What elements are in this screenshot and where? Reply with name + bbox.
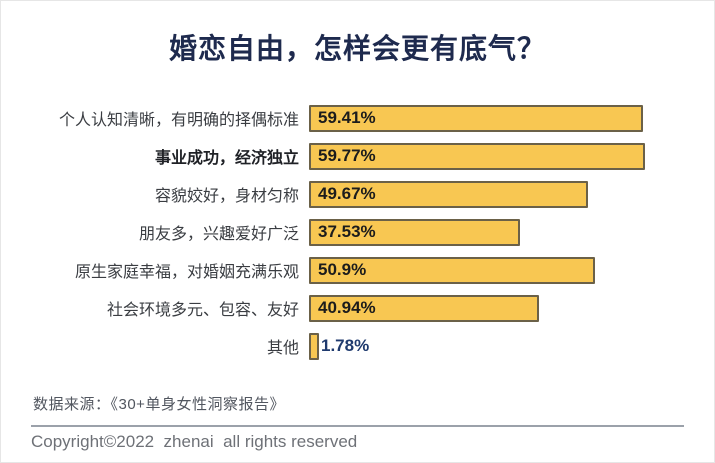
bar: 40.94% [309, 294, 539, 322]
page-title: 婚恋自由，怎样会更有底气？ [168, 33, 546, 64]
category-label: 原生家庭幸福，对婚姻充满乐观 [74, 264, 299, 281]
copyright-text: Copyright©2022 zhenai all rights reserve… [31, 432, 358, 451]
chart-row: 社会环境多元、包容、友好 40.94% [21, 289, 704, 327]
category-label: 容貌姣好，身材匀称 [154, 188, 299, 205]
category-label: 朋友多，兴趣爱好广泛 [138, 226, 299, 243]
category-label: 个人认知清晰，有明确的择偶标准 [58, 112, 299, 129]
bar: 50.9% [309, 256, 595, 284]
value-label: 40.94% [318, 298, 376, 317]
bar [309, 332, 319, 360]
bar: 37.53% [309, 218, 520, 246]
category-label: 其他 [266, 340, 299, 357]
chart-row: 原生家庭幸福，对婚姻充满乐观 50.9% [21, 251, 704, 289]
bar: 49.67% [309, 180, 588, 208]
value-label: 37.53% [318, 222, 376, 241]
value-label: 50.9% [318, 260, 367, 279]
category-label: 事业成功，经济独立 [154, 150, 299, 167]
value-label: 1.78% [321, 336, 370, 355]
chart-row: 事业成功，经济独立 59.77% [21, 137, 704, 175]
footer-divider [31, 425, 684, 427]
value-label: 49.67% [318, 184, 376, 203]
value-label: 59.41% [318, 108, 376, 127]
category-label: 社会环境多元、包容、友好 [106, 302, 299, 319]
bar: 59.41% [309, 104, 643, 132]
bar-chart: 个人认知清晰，有明确的择偶标准 59.41% 事业成功，经济独立 59.77% 容貌姣好… [21, 99, 704, 365]
bar: 59.77% [309, 142, 645, 170]
value-label: 59.77% [318, 146, 376, 165]
data-source-note: 数据来源：《30+单身女性洞察报告》 [33, 396, 285, 413]
chart-row: 其他 1.78% [21, 327, 704, 365]
chart-row: 朋友多，兴趣爱好广泛 37.53% [21, 213, 704, 251]
chart-row: 容貌姣好，身材匀称 49.67% [21, 175, 704, 213]
chart-row: 个人认知清晰，有明确的择偶标准 59.41% [21, 99, 704, 137]
